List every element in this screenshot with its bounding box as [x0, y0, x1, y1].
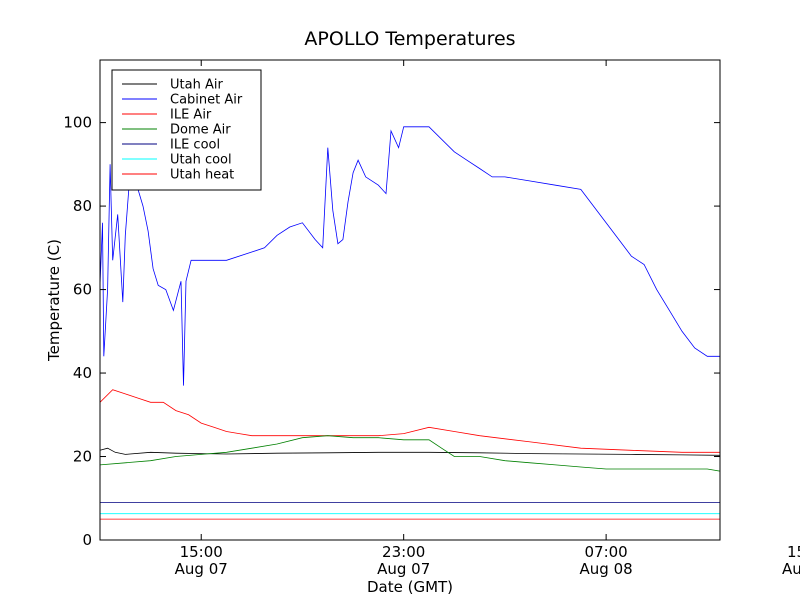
y-axis-label: Temperature (C) — [45, 239, 63, 362]
legend-label: Dome Air — [170, 123, 231, 138]
plot-frame — [99, 59, 721, 541]
x-tick-label-time: 07:00 — [585, 543, 628, 561]
legend-label: Utah Air — [170, 78, 223, 93]
x-tick-label-date: Aug 08 — [782, 560, 800, 578]
x-tick-label-date: Aug 07 — [175, 560, 228, 578]
x-axis-label: Date (GMT) — [367, 578, 453, 596]
legend-label: Utah heat — [170, 168, 234, 183]
x-tick-label-time: 15:00 — [787, 543, 800, 561]
series-line-ile-air — [99, 389, 721, 453]
legend-box — [111, 69, 262, 191]
y-tick-label: 100 — [63, 114, 92, 132]
x-tick-label-date: Aug 07 — [377, 560, 430, 578]
legend-label: Cabinet Air — [170, 93, 243, 108]
legend-label: Utah cool — [170, 153, 232, 168]
x-tick-label-date: Aug 08 — [580, 560, 633, 578]
y-tick-label: 60 — [73, 281, 92, 299]
series-line-utah-air — [99, 447, 721, 456]
y-tick-label: 0 — [82, 531, 92, 549]
legend-label: ILE Air — [170, 108, 212, 123]
chart-title: APOLLO Temperatures — [304, 28, 515, 50]
y-tick-label: 20 — [73, 448, 92, 466]
y-tick-label: 80 — [73, 197, 92, 215]
plot-area — [99, 122, 721, 520]
y-axis: 0 20 40 60 80 100 — [63, 114, 720, 549]
legend-label: ILE cool — [170, 138, 220, 153]
x-tick-label-time: 15:00 — [180, 543, 223, 561]
x-tick-label-time: 23:00 — [382, 543, 425, 561]
y-tick-label: 40 — [73, 364, 92, 382]
